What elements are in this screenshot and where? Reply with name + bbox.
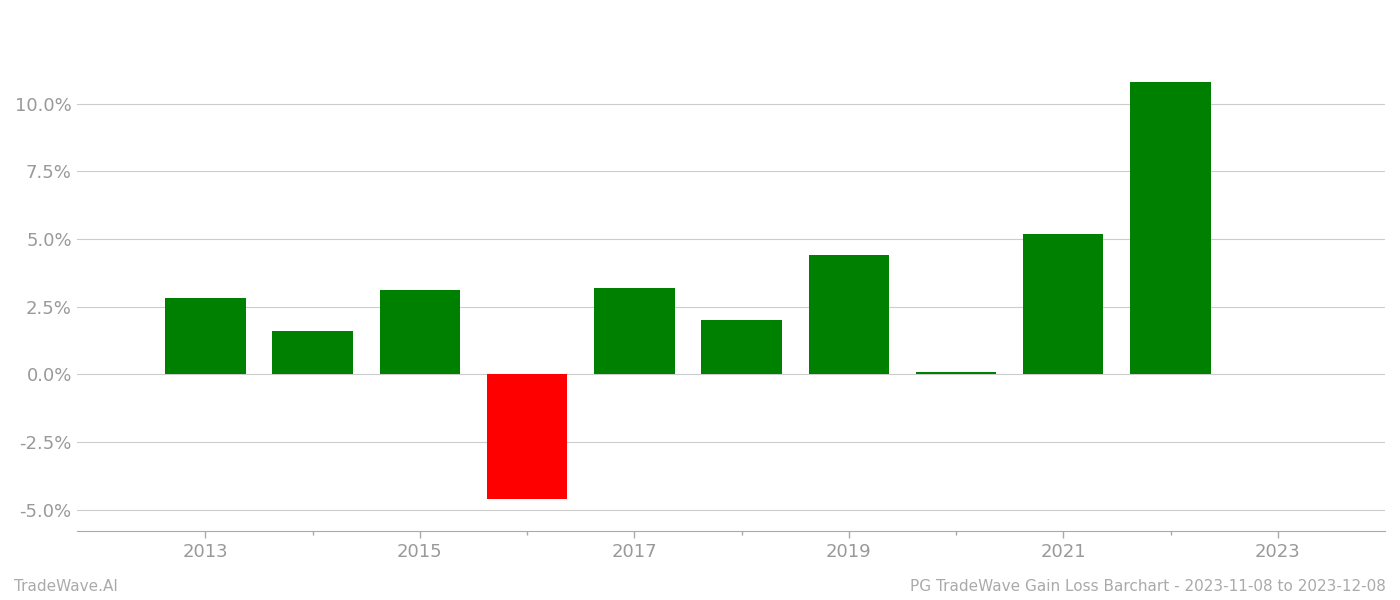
Bar bbox=[594, 287, 675, 374]
Bar bbox=[809, 255, 889, 374]
Bar bbox=[1130, 82, 1211, 374]
Text: TradeWave.AI: TradeWave.AI bbox=[14, 579, 118, 594]
Bar bbox=[487, 374, 567, 499]
Bar bbox=[916, 371, 997, 374]
Bar bbox=[379, 290, 461, 374]
Bar bbox=[1023, 233, 1103, 374]
Bar bbox=[701, 320, 781, 374]
Bar bbox=[273, 331, 353, 374]
Bar bbox=[165, 298, 245, 374]
Text: PG TradeWave Gain Loss Barchart - 2023-11-08 to 2023-12-08: PG TradeWave Gain Loss Barchart - 2023-1… bbox=[910, 579, 1386, 594]
